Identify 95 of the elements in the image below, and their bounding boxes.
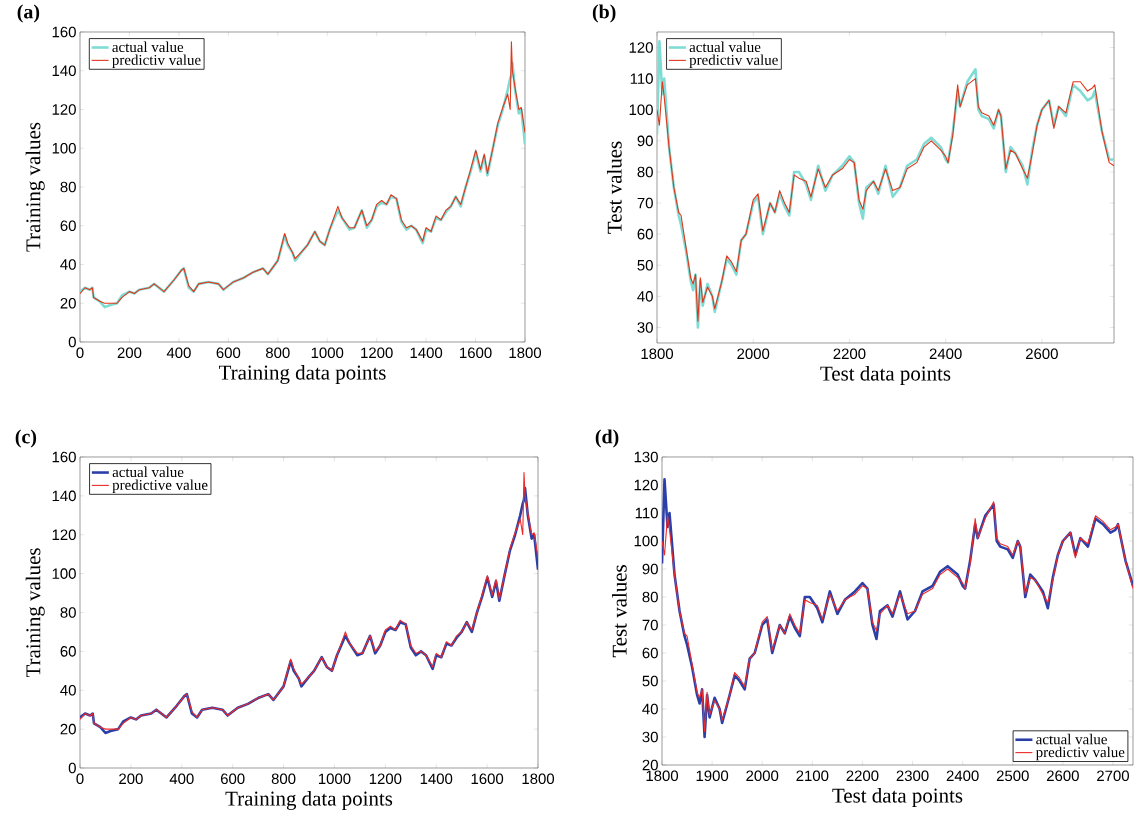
y-axis-title: Training values — [25, 122, 45, 252]
x-tick-label: 2400 — [946, 770, 979, 782]
y-tick-label: 0 — [68, 762, 76, 774]
y-axis-title: Training values — [25, 548, 45, 678]
y-tick-label: 50 — [642, 675, 658, 687]
legend-label: predictiv value — [689, 54, 778, 69]
x-tick-label: 600 — [216, 347, 241, 359]
y-tick-label: 90 — [642, 563, 658, 575]
y-tick-label: 50 — [637, 259, 653, 271]
x-tick-label: 1800 — [641, 348, 674, 360]
x-tick-label: 2200 — [833, 348, 866, 360]
x-axis-title: Training data points — [225, 790, 393, 810]
y-axis-title: Test values — [606, 141, 622, 234]
y-tick-label: 110 — [635, 507, 658, 519]
y-tick-label: 110 — [630, 73, 653, 84]
x-tick-label: 200 — [119, 773, 143, 785]
x-tick-label: 2600 — [1025, 348, 1058, 360]
y-tick-label: 100 — [629, 104, 653, 116]
x-tick-label: 1900 — [696, 770, 729, 782]
x-tick-label: 600 — [220, 773, 245, 785]
x-tick-label: 1600 — [471, 773, 504, 785]
y-tick-label: 40 — [642, 703, 658, 715]
y-tick-label: 70 — [642, 619, 658, 631]
y-tick-label: 160 — [52, 26, 76, 38]
x-tick-label: 2000 — [737, 348, 770, 360]
x-tick-label: 2400 — [929, 348, 962, 360]
x-tick-label: 1600 — [460, 347, 492, 359]
x-tick-label: 1400 — [410, 347, 443, 359]
legend-label: actual value — [112, 41, 184, 53]
x-tick-label: 1800 — [646, 770, 679, 782]
y-tick-label: 30 — [642, 731, 658, 743]
y-tick-label: 70 — [637, 197, 653, 209]
x-tick-label: 2200 — [846, 770, 879, 782]
y-tick-label: 80 — [60, 607, 76, 618]
legend-label: actual value — [112, 466, 184, 478]
x-axis-title: Test data points — [820, 365, 951, 385]
y-tick-label: 120 — [629, 42, 653, 53]
y-tick-label: 60 — [642, 647, 658, 659]
y-tick-label: 100 — [634, 535, 658, 547]
x-tick-label: 1000 — [311, 347, 344, 359]
x-axis-title: Training data points — [219, 364, 386, 384]
x-tick-label: 0 — [76, 773, 84, 785]
y-tick-label: 80 — [60, 181, 76, 193]
chart-title: (b) — [592, 4, 616, 23]
y-tick-label: 60 — [60, 646, 76, 657]
y-axis-title: Test values — [611, 565, 627, 658]
legend-label: predictiv value — [112, 54, 201, 68]
x-tick-label: 400 — [166, 347, 191, 359]
x-tick-label: 2500 — [996, 770, 1029, 782]
y-tick-label: 100 — [52, 568, 76, 579]
chart-title: (d) — [595, 429, 619, 448]
y-tick-label: 100 — [52, 142, 76, 154]
y-tick-label: 40 — [60, 259, 76, 270]
y-tick-label: 30 — [637, 322, 653, 333]
y-tick-label: 140 — [52, 490, 76, 502]
x-tick-label: 400 — [169, 773, 194, 785]
x-tick-label: 2000 — [746, 770, 779, 782]
legend-label: actual value — [689, 41, 761, 53]
x-tick-label: 1200 — [369, 773, 402, 785]
x-tick-label: 800 — [271, 773, 296, 785]
y-tick-label: 40 — [60, 684, 76, 696]
y-tick-label: 160 — [52, 451, 76, 463]
x-tick-label: 1200 — [361, 347, 393, 359]
x-tick-label: 2700 — [1097, 770, 1129, 782]
chart-title: (a) — [17, 4, 40, 23]
x-axis-title: Test data points — [832, 787, 963, 807]
chart-title: (c) — [15, 429, 37, 448]
y-tick-label: 60 — [60, 220, 76, 232]
y-tick-label: 80 — [642, 591, 658, 603]
y-tick-label: 90 — [637, 135, 653, 147]
x-tick-label: 1000 — [318, 773, 351, 785]
y-tick-label: 20 — [642, 759, 658, 771]
x-tick-label: 200 — [117, 347, 142, 359]
x-tick-label: 0 — [76, 347, 84, 359]
y-tick-label: 20 — [60, 723, 76, 735]
legend-label: actual value — [1036, 733, 1107, 745]
x-tick-label: 1800 — [509, 347, 542, 359]
x-tick-label: 1800 — [522, 773, 555, 785]
legend-label: predictiv value — [1035, 746, 1125, 761]
legend-label: predictive value — [112, 479, 208, 494]
y-tick-label: 80 — [637, 166, 653, 178]
y-tick-label: 20 — [60, 297, 76, 309]
x-tick-label: 800 — [265, 347, 290, 359]
y-tick-label: 130 — [634, 451, 658, 463]
y-tick-label: 40 — [637, 291, 653, 302]
x-tick-label: 2100 — [796, 770, 829, 782]
x-tick-label: 1400 — [420, 773, 453, 785]
x-tick-label: 2300 — [896, 770, 929, 782]
x-tick-label: 2600 — [1046, 770, 1079, 782]
y-tick-label: 120 — [52, 529, 76, 541]
y-tick-label: 0 — [68, 336, 76, 348]
y-tick-label: 140 — [52, 65, 76, 77]
y-tick-label: 120 — [52, 104, 76, 115]
y-tick-label: 120 — [634, 479, 658, 491]
y-tick-label: 60 — [637, 228, 653, 240]
